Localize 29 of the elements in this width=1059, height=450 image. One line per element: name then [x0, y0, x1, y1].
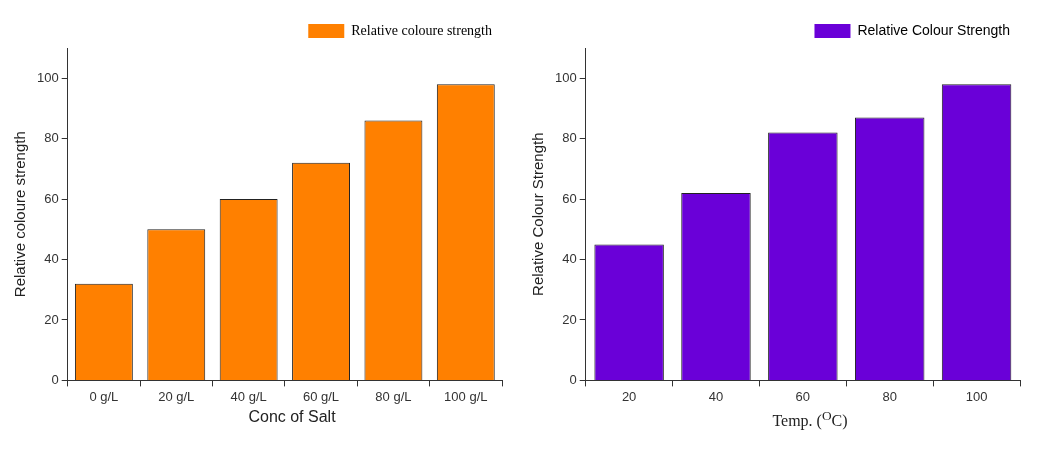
y-tick-label: 0 — [569, 371, 577, 387]
x-tick-label: 80 — [882, 388, 897, 404]
y-tick-label: 0 — [51, 371, 59, 387]
x-axis-title: Temp. ($^{O}$C) — [771, 408, 849, 431]
x-tick-label: 60 — [795, 388, 811, 404]
x-axis-title: Conc of Salt — [247, 408, 337, 426]
x-tick-label: 40 — [708, 388, 724, 404]
x-tick-label: 20 — [621, 388, 637, 404]
y-tick-label: 60 — [44, 190, 59, 206]
x-tick-label: 60 g/L — [302, 388, 340, 404]
x-tick-label: 100 g/L — [444, 388, 488, 404]
y-tick-label: 80 — [562, 130, 577, 146]
x-tick-label: 40 g/L — [230, 388, 267, 404]
y-tick-label: 100 — [554, 69, 577, 85]
y-tick-label: 80 — [44, 130, 59, 146]
y-tick-label: 60 — [562, 190, 577, 206]
y-axis-title: Relative Colour Strength — [529, 132, 547, 296]
y-tick-label: 100 — [36, 69, 59, 85]
y-tick-label: 20 — [562, 311, 577, 327]
legend-label: Relative coloure strength — [351, 22, 492, 38]
x-tick-label: 0 g/L — [89, 388, 119, 404]
y-tick-label: 40 — [562, 251, 577, 267]
y-axis-title: Relative coloure strength — [11, 131, 29, 298]
y-tick-label: 40 — [44, 251, 59, 267]
x-tick-label: 100 — [965, 388, 988, 404]
x-tick-label: 80 g/L — [375, 388, 412, 404]
y-tick-label: 20 — [44, 311, 59, 327]
legend-label: Relative Colour Strength — [857, 21, 1011, 38]
x-tick-label: 20 g/L — [158, 388, 195, 404]
